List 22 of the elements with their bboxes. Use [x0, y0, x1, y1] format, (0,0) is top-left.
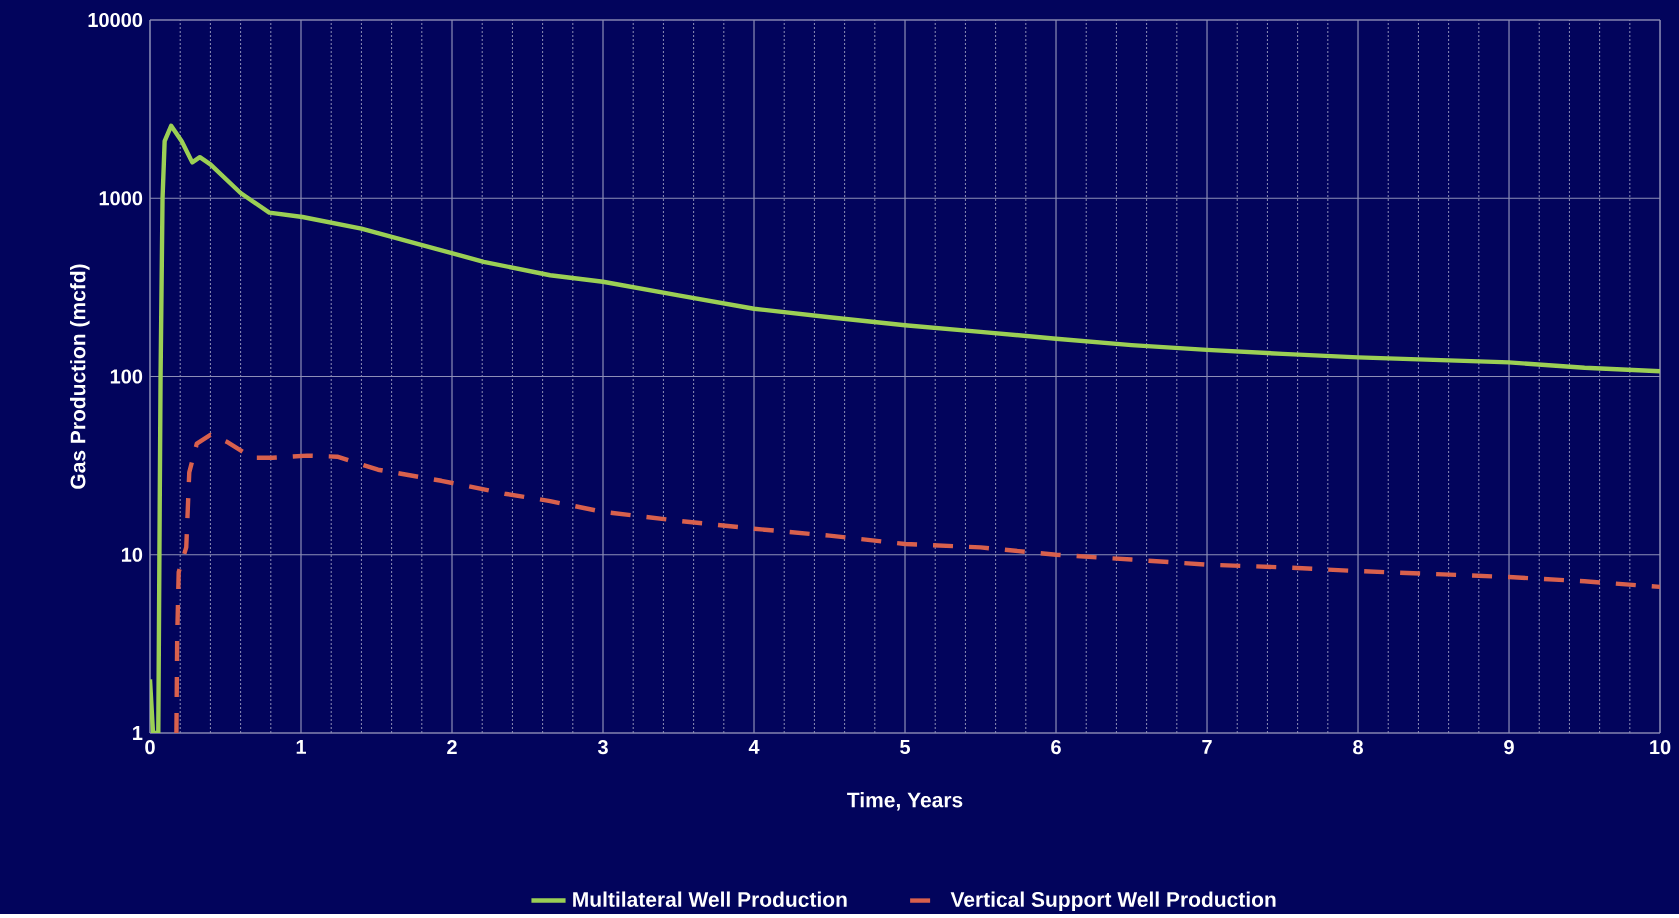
y-tick-label: 1000: [99, 191, 143, 206]
y-tick-label: 10000: [88, 13, 143, 28]
y-tick-label: 10: [121, 547, 143, 562]
x-tick-label: 5: [900, 740, 911, 755]
x-tick-label: 4: [748, 740, 760, 754]
x-tick-label: 3: [597, 740, 608, 755]
line-series: [150, 123, 1661, 734]
x-tick-label: 0: [145, 740, 155, 755]
x-tick-label: 7: [1202, 740, 1212, 754]
y-tick-label: 100: [110, 369, 143, 384]
x-tick-label: 10: [1650, 740, 1671, 755]
x-tick-label: 1: [296, 740, 307, 754]
y-tick-label: 1: [133, 726, 143, 741]
x-axis-title: Time, Years: [847, 792, 963, 811]
line-series: [174, 432, 1661, 734]
x-tick-label: 8: [1353, 740, 1363, 755]
y-axis-title: Gas Production (mcfd): [70, 264, 90, 489]
legend-label: Multilateral Well Production: [573, 891, 847, 908]
x-tick-label: 9: [1504, 740, 1514, 755]
legend-label: Vertical Support Well Production: [950, 891, 1276, 912]
x-tick-label: 6: [1051, 740, 1061, 755]
x-tick-label: 2: [447, 740, 457, 755]
